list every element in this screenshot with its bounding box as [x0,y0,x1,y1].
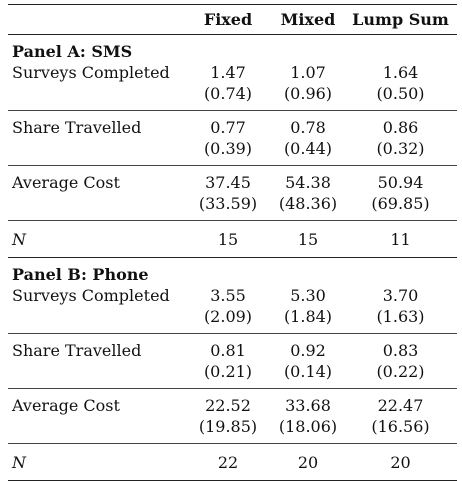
header-row: Fixed Mixed Lump Sum [8,4,457,35]
cell-mixed: 5.30 (1.84) [272,285,344,334]
cell-lump-sum: 50.94 (69.85) [344,165,457,221]
cell-value: 54.38 [285,173,331,192]
row-label: Share Travelled [8,110,184,166]
cell-value: 0.92 [290,341,326,360]
cell-value: 22.52 [205,396,251,415]
cell-value: 37.45 [205,173,251,192]
cell-se: (0.14) [283,362,333,381]
cell-se: (16.56) [371,417,430,436]
n-label: N [8,443,184,481]
cell-value: 3.70 [382,286,419,305]
panel-b-title: Panel B: Phone [12,265,149,284]
header-fixed: Fixed [184,4,272,35]
cell-value: 33.68 [285,396,331,415]
row-label: Average Cost [8,388,184,444]
cell-fixed: 37.45 (33.59) [184,165,272,221]
n-fixed: 15 [184,220,272,258]
cell-se: (69.85) [371,194,430,213]
cell-se: (0.74) [203,84,253,103]
cell-value: 0.77 [210,118,246,137]
table-row: Surveys Completed 1.47 (0.74) 1.07 (0.96) … [8,62,457,111]
cell-se: (0.22) [376,362,425,381]
n-mixed: 20 [272,443,344,481]
cell-se: (0.96) [283,84,333,103]
n-mixed: 15 [272,220,344,258]
n-lump-sum: 20 [344,443,457,481]
cell-mixed: 0.78 (0.44) [272,110,344,166]
panel-a-title-row: Panel A: SMS [8,35,457,63]
header-mixed: Mixed [272,4,344,35]
cell-lump-sum: 22.47 (16.56) [344,388,457,444]
cell-se: (0.32) [376,139,425,158]
cell-value: 0.78 [290,118,326,137]
cell-value: 5.30 [290,286,326,305]
header-lump-sum: Lump Sum [344,4,457,35]
cell-se: (33.59) [198,194,258,213]
cell-fixed: 22.52 (19.85) [184,388,272,444]
n-lump-sum: 11 [344,220,457,258]
cell-se: (0.21) [203,362,253,381]
table-row: Surveys Completed 3.55 (2.09) 5.30 (1.84) … [8,285,457,334]
n-fixed: 22 [184,443,272,481]
n-label: N [8,220,184,258]
panel-b-title-row: Panel B: Phone [8,258,457,286]
cell-value: 0.86 [382,118,419,137]
cell-mixed: 54.38 (48.36) [272,165,344,221]
cell-lump-sum: 0.86 (0.32) [344,110,457,166]
cell-fixed: 3.55 (2.09) [184,285,272,334]
table-row: Share Travelled 0.81 (0.21) 0.92 (0.14) 0.… [8,333,457,389]
row-label: Surveys Completed [8,285,184,334]
cell-mixed: 33.68 (18.06) [272,388,344,444]
cell-se: (0.50) [376,84,425,103]
cell-se: (19.85) [198,417,258,436]
cell-value: 3.55 [210,286,246,305]
results-table-container: Fixed Mixed Lump Sum Panel A: SMS Survey… [8,4,457,481]
cell-value: 22.47 [377,396,424,415]
cell-mixed: 1.07 (0.96) [272,62,344,111]
cell-fixed: 1.47 (0.74) [184,62,272,111]
cell-lump-sum: 1.64 (0.50) [344,62,457,111]
cell-lump-sum: 0.83 (0.22) [344,333,457,389]
panel-a-title: Panel A: SMS [12,42,133,61]
cell-value: 50.94 [377,173,424,192]
cell-value: 1.47 [210,63,246,82]
cell-se: (1.63) [376,307,425,326]
n-row: N 15 15 11 [8,220,457,258]
cell-se: (1.84) [283,307,333,326]
results-table: Fixed Mixed Lump Sum Panel A: SMS Survey… [8,4,457,481]
cell-value: 0.83 [382,341,419,360]
cell-mixed: 0.92 (0.14) [272,333,344,389]
cell-se: (48.36) [278,194,338,213]
cell-value: 1.64 [382,63,419,82]
row-label: Surveys Completed [8,62,184,111]
row-label: Share Travelled [8,333,184,389]
table-row: Average Cost 22.52 (19.85) 33.68 (18.06) 2… [8,388,457,444]
cell-fixed: 0.77 (0.39) [184,110,272,166]
cell-se: (2.09) [203,307,253,326]
cell-se: (0.39) [203,139,253,158]
header-empty [8,4,184,35]
cell-value: 1.07 [290,63,326,82]
cell-se: (18.06) [278,417,338,436]
cell-se: (0.44) [283,139,333,158]
cell-lump-sum: 3.70 (1.63) [344,285,457,334]
cell-value: 0.81 [210,341,246,360]
table-row: Share Travelled 0.77 (0.39) 0.78 (0.44) 0.… [8,110,457,166]
table-row: Average Cost 37.45 (33.59) 54.38 (48.36) 5… [8,165,457,221]
cell-fixed: 0.81 (0.21) [184,333,272,389]
row-label: Average Cost [8,165,184,221]
n-row: N 22 20 20 [8,443,457,481]
